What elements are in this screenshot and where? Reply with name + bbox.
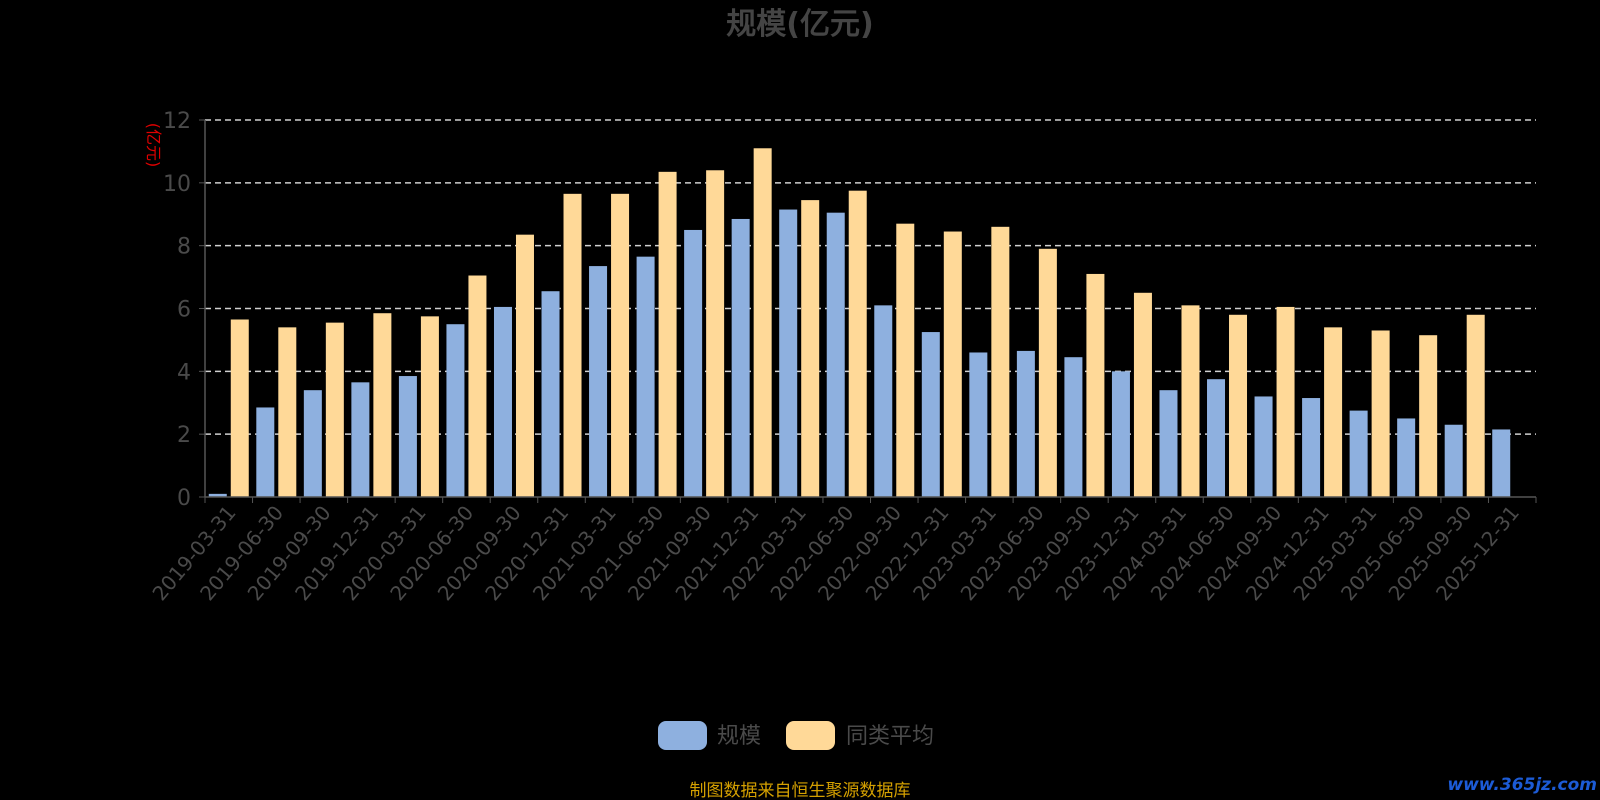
bar-peer-average (1086, 273, 1105, 497)
legend-label: 规模 (717, 724, 761, 749)
bar-scale (1064, 357, 1083, 497)
y-tick-label: 2 (177, 423, 191, 448)
bar-peer-average (1419, 335, 1438, 497)
bar-peer-average (230, 319, 249, 497)
bar-scale (208, 493, 227, 497)
legend-label: 同类平均 (846, 724, 934, 749)
y-tick-label: 4 (177, 360, 191, 385)
bar-peer-average (1181, 305, 1200, 497)
bar-peer-average (801, 200, 820, 498)
bar-scale (1254, 396, 1273, 497)
bar-peer-average (1276, 306, 1295, 497)
data-source-note: 制图数据来自恒生聚源数据库 (690, 781, 911, 800)
y-tick-label: 12 (163, 109, 191, 134)
legend-swatch (658, 721, 707, 750)
bar-scale (541, 291, 560, 497)
bar-peer-average (563, 193, 582, 497)
bar-scale (351, 382, 370, 497)
bar-peer-average (848, 190, 867, 497)
bar-scale (731, 218, 750, 497)
bar-scale (1016, 350, 1035, 497)
bar-scale (1159, 390, 1178, 497)
bar-peer-average (325, 322, 344, 497)
watermark: www.365jz.com (1447, 775, 1597, 795)
bar-peer-average (278, 327, 297, 497)
bar-peer-average (1371, 330, 1390, 497)
bar-scale (493, 306, 512, 497)
y-axis-label: (亿元) (144, 123, 163, 168)
bar-peer-average (991, 226, 1010, 498)
bar-peer-average (658, 171, 677, 497)
bar-peer-average (420, 316, 439, 497)
bar-scale (256, 407, 275, 497)
y-tick-label: 10 (163, 172, 191, 197)
bar-peer-average (1229, 314, 1248, 497)
bar-peer-average (468, 275, 487, 497)
bar-scale (1349, 410, 1368, 497)
bar-peer-average (1324, 327, 1343, 497)
bar-scale (779, 209, 798, 497)
bar-scale (1111, 371, 1130, 497)
bar-peer-average (1038, 248, 1057, 497)
bar-scale (1444, 424, 1463, 497)
bar-peer-average (706, 170, 725, 497)
bar-scale (969, 352, 988, 497)
bar-peer-average (896, 223, 915, 498)
bar-scale (636, 256, 655, 497)
bar-peer-average (373, 313, 392, 497)
bar-peer-average (515, 234, 534, 497)
bar-scale (1492, 429, 1511, 497)
legend-swatch (786, 721, 835, 750)
y-tick-label: 6 (177, 298, 191, 323)
bar-peer-average (943, 231, 962, 497)
bar-peer-average (1466, 314, 1485, 497)
bar-scale (303, 390, 322, 497)
bar-peer-average (1133, 292, 1152, 497)
bar-peer-average (753, 148, 772, 497)
bar-scale (1397, 418, 1416, 497)
bar-scale (398, 376, 417, 497)
bar-scale (446, 324, 465, 497)
y-tick-label: 8 (177, 235, 191, 260)
chart-title: 规模(亿元) (726, 7, 873, 42)
bar-scale (684, 229, 703, 498)
bar-scale (921, 332, 940, 497)
bar-scale (1302, 398, 1321, 497)
bar-scale (589, 266, 608, 497)
y-tick-label: 0 (177, 486, 191, 511)
bar-scale (1207, 379, 1226, 497)
bar-scale (874, 305, 893, 497)
bar-peer-average (611, 193, 630, 497)
bar-scale (826, 212, 845, 497)
